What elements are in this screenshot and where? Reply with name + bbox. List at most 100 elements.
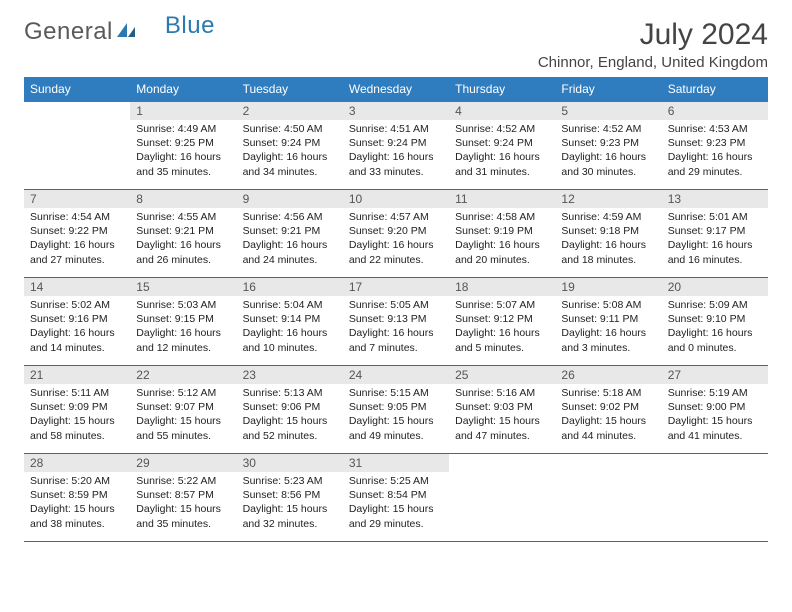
day-content (449, 458, 555, 464)
sunrise-line: Sunrise: 4:53 AM (668, 122, 762, 136)
day-number: 13 (662, 190, 768, 208)
calendar-day: 13Sunrise: 5:01 AMSunset: 9:17 PMDayligh… (662, 190, 768, 278)
daylight-line: Daylight: 16 hours (561, 238, 655, 252)
dayname: Tuesday (237, 77, 343, 102)
day-content: Sunrise: 5:05 AMSunset: 9:13 PMDaylight:… (343, 296, 449, 359)
daylight-line: Daylight: 15 hours (30, 502, 124, 516)
calendar-day: 20Sunrise: 5:09 AMSunset: 9:10 PMDayligh… (662, 278, 768, 366)
day-number: 17 (343, 278, 449, 296)
sunset-line: Sunset: 9:10 PM (668, 312, 762, 326)
daylight-line: and 49 minutes. (349, 429, 443, 443)
daylight-line: and 55 minutes. (136, 429, 230, 443)
sunrise-line: Sunrise: 4:58 AM (455, 210, 549, 224)
day-number: 20 (662, 278, 768, 296)
day-content: Sunrise: 4:51 AMSunset: 9:24 PMDaylight:… (343, 120, 449, 183)
calendar-day: 10Sunrise: 4:57 AMSunset: 9:20 PMDayligh… (343, 190, 449, 278)
daylight-line: and 14 minutes. (30, 341, 124, 355)
calendar-week: 14Sunrise: 5:02 AMSunset: 9:16 PMDayligh… (24, 278, 768, 366)
sunrise-line: Sunrise: 4:52 AM (455, 122, 549, 136)
daylight-line: Daylight: 16 hours (561, 326, 655, 340)
day-content: Sunrise: 4:52 AMSunset: 9:23 PMDaylight:… (555, 120, 661, 183)
day-number: 29 (130, 454, 236, 472)
calendar-day: 3Sunrise: 4:51 AMSunset: 9:24 PMDaylight… (343, 102, 449, 190)
calendar-day: 25Sunrise: 5:16 AMSunset: 9:03 PMDayligh… (449, 366, 555, 454)
day-number: 30 (237, 454, 343, 472)
sunrise-line: Sunrise: 4:54 AM (30, 210, 124, 224)
sunrise-line: Sunrise: 5:16 AM (455, 386, 549, 400)
calendar-day: 5Sunrise: 4:52 AMSunset: 9:23 PMDaylight… (555, 102, 661, 190)
calendar-day: 19Sunrise: 5:08 AMSunset: 9:11 PMDayligh… (555, 278, 661, 366)
calendar-day: 17Sunrise: 5:05 AMSunset: 9:13 PMDayligh… (343, 278, 449, 366)
day-content: Sunrise: 5:16 AMSunset: 9:03 PMDaylight:… (449, 384, 555, 447)
calendar-day: 15 Sunrise: 5:03 AMSunset: 9:15 PMDayligh… (130, 278, 236, 366)
day-number: 25 (449, 366, 555, 384)
day-content: Sunrise: 4:53 AMSunset: 9:23 PMDaylight:… (662, 120, 768, 183)
daylight-line: and 33 minutes. (349, 165, 443, 179)
day-number: 21 (24, 366, 130, 384)
daylight-line: Daylight: 16 hours (455, 238, 549, 252)
calendar-day: 30Sunrise: 5:23 AMSunset: 8:56 PMDayligh… (237, 454, 343, 542)
daylight-line: and 22 minutes. (349, 253, 443, 267)
sunrise-line: Sunrise: 4:49 AM (136, 122, 230, 136)
sunrise-line: Sunrise: 5:25 AM (349, 474, 443, 488)
sunrise-line: Sunrise: 5:11 AM (30, 386, 124, 400)
logo-text-general: General (24, 18, 113, 46)
day-content: Sunrise: 4:58 AMSunset: 9:19 PMDaylight:… (449, 208, 555, 271)
daylight-line: and 29 minutes. (349, 517, 443, 531)
calendar-day: 6Sunrise: 4:53 AMSunset: 9:23 PMDaylight… (662, 102, 768, 190)
daylight-line: and 20 minutes. (455, 253, 549, 267)
day-content: Sunrise: 5:02 AMSunset: 9:16 PMDaylight:… (24, 296, 130, 359)
day-content: Sunrise: 5:11 AMSunset: 9:09 PMDaylight:… (24, 384, 130, 447)
daylight-line: and 18 minutes. (561, 253, 655, 267)
sunset-line: Sunset: 8:59 PM (30, 488, 124, 502)
daylight-line: and 10 minutes. (243, 341, 337, 355)
daylight-line: Daylight: 15 hours (136, 414, 230, 428)
daylight-line: Daylight: 16 hours (30, 238, 124, 252)
sunrise-line: Sunrise: 5:15 AM (349, 386, 443, 400)
day-content: Sunrise: 4:50 AMSunset: 9:24 PMDaylight:… (237, 120, 343, 183)
sunrise-line: Sunrise: 5:03 AM (136, 298, 230, 312)
daylight-line: and 31 minutes. (455, 165, 549, 179)
daylight-line: and 24 minutes. (243, 253, 337, 267)
sunset-line: Sunset: 9:25 PM (136, 136, 230, 150)
daylight-line: Daylight: 15 hours (349, 502, 443, 516)
daylight-line: and 16 minutes. (668, 253, 762, 267)
sunset-line: Sunset: 9:22 PM (30, 224, 124, 238)
daylight-line: and 0 minutes. (668, 341, 762, 355)
sunset-line: Sunset: 9:09 PM (30, 400, 124, 414)
day-number: 15 (130, 278, 236, 296)
calendar-day: 23Sunrise: 5:13 AMSunset: 9:06 PMDayligh… (237, 366, 343, 454)
day-number: 2 (237, 102, 343, 120)
day-content: Sunrise: 5:08 AMSunset: 9:11 PMDaylight:… (555, 296, 661, 359)
day-content: Sunrise: 5:04 AMSunset: 9:14 PMDaylight:… (237, 296, 343, 359)
daylight-line: Daylight: 16 hours (668, 238, 762, 252)
day-content: Sunrise: 5:12 AMSunset: 9:07 PMDaylight:… (130, 384, 236, 447)
daylight-line: Daylight: 15 hours (30, 414, 124, 428)
sunset-line: Sunset: 8:57 PM (136, 488, 230, 502)
sunrise-line: Sunrise: 4:57 AM (349, 210, 443, 224)
daylight-line: Daylight: 16 hours (243, 150, 337, 164)
sunset-line: Sunset: 9:21 PM (136, 224, 230, 238)
daylight-line: and 47 minutes. (455, 429, 549, 443)
daylight-line: and 7 minutes. (349, 341, 443, 355)
day-content: Sunrise: 4:59 AMSunset: 9:18 PMDaylight:… (555, 208, 661, 271)
daylight-line: and 32 minutes. (243, 517, 337, 531)
daylight-line: and 5 minutes. (455, 341, 549, 355)
calendar-day: 16Sunrise: 5:04 AMSunset: 9:14 PMDayligh… (237, 278, 343, 366)
day-number: 19 (555, 278, 661, 296)
sunrise-line: Sunrise: 5:01 AM (668, 210, 762, 224)
day-content: Sunrise: 5:22 AMSunset: 8:57 PMDaylight:… (130, 472, 236, 535)
sunrise-line: Sunrise: 5:12 AM (136, 386, 230, 400)
daylight-line: Daylight: 15 hours (561, 414, 655, 428)
logo-text-blue: Blue (165, 12, 215, 40)
sunset-line: Sunset: 9:15 PM (136, 312, 230, 326)
daylight-line: Daylight: 16 hours (136, 326, 230, 340)
day-content: Sunrise: 5:25 AMSunset: 8:54 PMDaylight:… (343, 472, 449, 535)
daylight-line: Daylight: 15 hours (243, 414, 337, 428)
sunset-line: Sunset: 9:11 PM (561, 312, 655, 326)
calendar-week: 1Sunrise: 4:49 AMSunset: 9:25 PMDaylight… (24, 102, 768, 190)
daylight-line: and 30 minutes. (561, 165, 655, 179)
sunrise-line: Sunrise: 5:05 AM (349, 298, 443, 312)
sunset-line: Sunset: 9:02 PM (561, 400, 655, 414)
day-number: 31 (343, 454, 449, 472)
